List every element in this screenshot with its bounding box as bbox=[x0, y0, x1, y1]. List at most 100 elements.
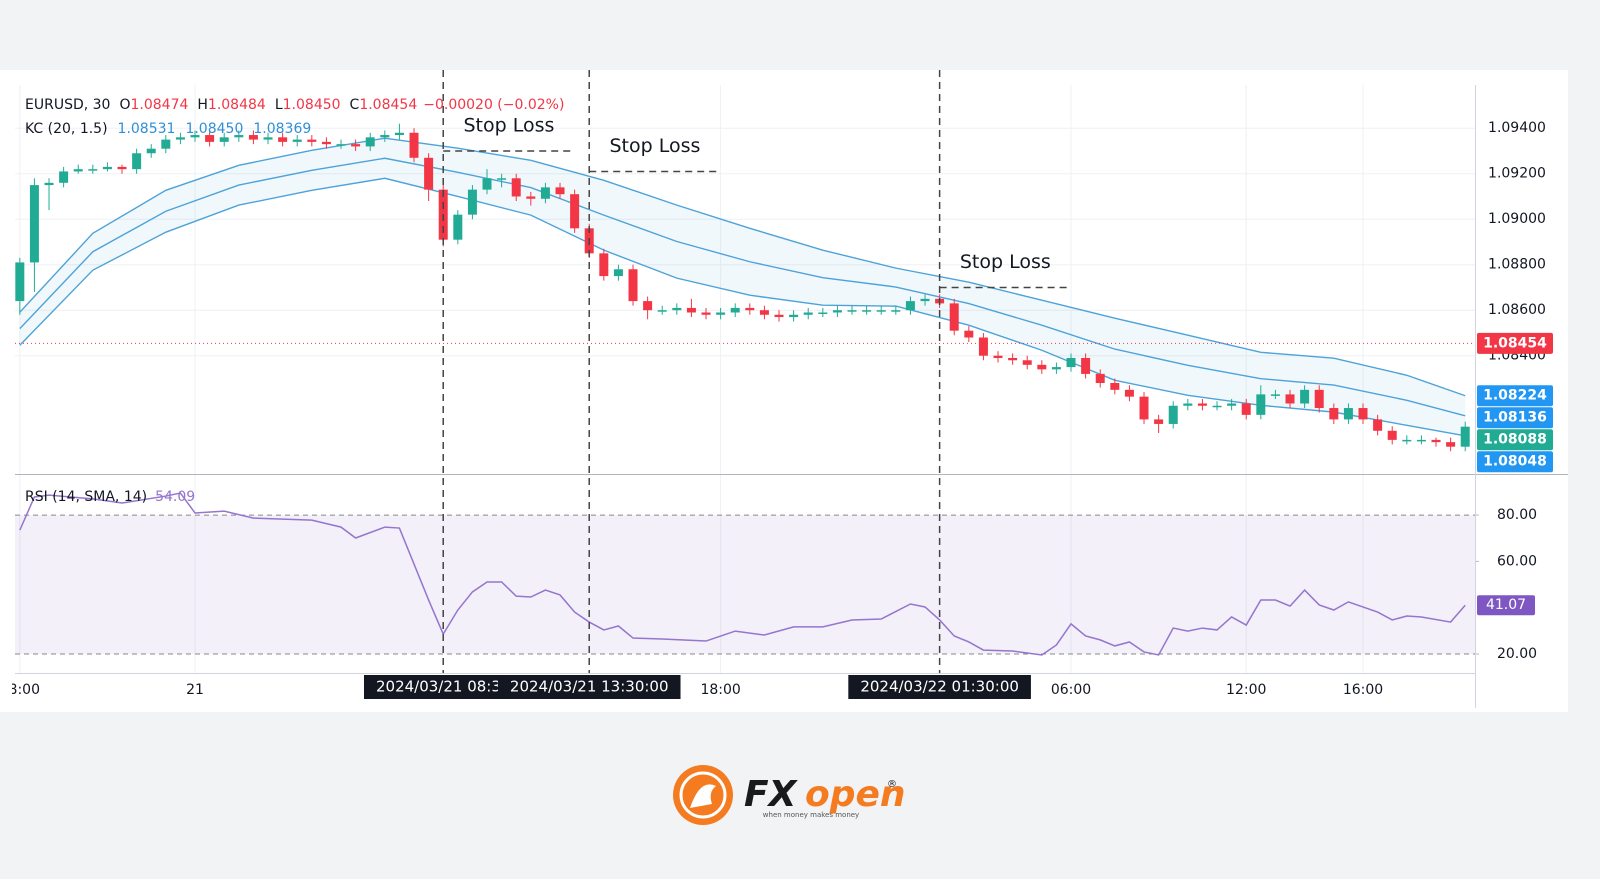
marker-label: 2024/03/21 08:30 bbox=[376, 678, 510, 696]
price-tag bbox=[1477, 407, 1553, 429]
candle-body bbox=[745, 307, 755, 311]
price-tag-label: 1.08136 bbox=[1483, 410, 1547, 426]
candle-body bbox=[1081, 357, 1091, 374]
stop-loss-label: Stop Loss bbox=[960, 251, 1051, 273]
indicator-name: KC (20, 1.5) bbox=[25, 121, 108, 137]
candle-body bbox=[263, 137, 273, 140]
candle-body bbox=[1402, 439, 1412, 442]
candle-body bbox=[175, 137, 185, 140]
candle-body bbox=[394, 132, 404, 136]
candle-body bbox=[248, 135, 258, 140]
indicator-value: 1.08531 bbox=[118, 121, 176, 137]
candle-body bbox=[73, 169, 83, 172]
channel-lower bbox=[19, 177, 1466, 437]
candle-body bbox=[774, 314, 784, 318]
candle-body bbox=[88, 169, 98, 171]
candle-body bbox=[1431, 439, 1441, 443]
candle-body bbox=[1212, 405, 1222, 408]
candle-body bbox=[1314, 389, 1324, 409]
candle-body bbox=[44, 182, 54, 186]
ohlc-key: L bbox=[275, 97, 283, 113]
candle-body bbox=[161, 139, 171, 149]
y-tick-label: 20.00 bbox=[1497, 646, 1537, 662]
candle-body bbox=[117, 166, 127, 170]
candle-body bbox=[701, 312, 711, 315]
rsi-legend: RSI (14, SMA, 14) 54.09 bbox=[25, 489, 195, 505]
candle-body bbox=[847, 310, 857, 312]
logo-emblem-mark bbox=[690, 784, 716, 808]
marker-label: 2024/03/22 01:30:00 bbox=[860, 678, 1019, 696]
logo: FX open ® when money makes money bbox=[673, 765, 906, 825]
candle-body bbox=[599, 253, 609, 277]
x-tick-label: 18:00 bbox=[700, 682, 740, 698]
y-tick-label: 1.08600 bbox=[1488, 302, 1546, 318]
time-axis: 18:00 21 18:00 06:00 12:00 16:00 bbox=[0, 682, 1383, 698]
candle-body bbox=[1022, 360, 1032, 365]
candle-body bbox=[467, 189, 477, 215]
candle-body bbox=[1270, 394, 1280, 396]
candle-body bbox=[409, 132, 419, 158]
x-tick-label: 12:00 bbox=[1226, 682, 1266, 698]
candle-body bbox=[102, 166, 112, 170]
candle-body bbox=[1168, 405, 1178, 424]
price-tag bbox=[1477, 332, 1553, 354]
price-tag-label: 1.08224 bbox=[1483, 388, 1547, 404]
candle-body bbox=[803, 312, 813, 315]
candle-body bbox=[789, 314, 799, 318]
candle-body bbox=[1227, 403, 1237, 406]
price-tag bbox=[1477, 451, 1553, 473]
ohlc-key: H bbox=[197, 97, 208, 113]
candle-body bbox=[1066, 357, 1076, 368]
candle-body bbox=[365, 137, 375, 147]
y-tick-label: 1.08800 bbox=[1488, 257, 1546, 273]
marker-label-bg bbox=[848, 675, 1031, 699]
candle-body bbox=[716, 312, 726, 315]
y-tick-label: 1.09200 bbox=[1488, 166, 1546, 182]
marker-label-bg bbox=[363, 675, 523, 699]
candle-body bbox=[292, 139, 302, 142]
candle-body bbox=[613, 269, 623, 277]
channel-upper bbox=[19, 137, 1466, 397]
logo-fx: FX bbox=[744, 774, 799, 815]
candle-body bbox=[832, 310, 842, 313]
candle-body bbox=[1241, 403, 1251, 415]
candle-body bbox=[1285, 394, 1295, 404]
overlays: 41.07 RSI (14, SMA, 14) 54.09 2024/03/21 08… bbox=[25, 70, 1553, 699]
candle-body bbox=[891, 310, 901, 312]
candle-body bbox=[1051, 367, 1061, 370]
candle-body bbox=[219, 137, 229, 142]
candle-body bbox=[1154, 419, 1164, 424]
candle-body bbox=[1373, 419, 1383, 431]
logo-open: open bbox=[805, 774, 906, 815]
candle-body bbox=[205, 135, 215, 142]
ohlc-value: 1.08454 bbox=[359, 97, 417, 113]
grid bbox=[15, 85, 1475, 673]
candle-body bbox=[1387, 430, 1397, 440]
marker-label-bg bbox=[497, 675, 681, 699]
candle-body bbox=[730, 307, 740, 313]
price-tag bbox=[1477, 429, 1553, 451]
candle-body bbox=[351, 144, 361, 147]
price-tag-label: 1.08088 bbox=[1483, 432, 1547, 448]
y-tick-label: 1.09000 bbox=[1488, 211, 1546, 227]
rsi-value: 54.09 bbox=[155, 489, 195, 505]
rsi-tag bbox=[1477, 595, 1535, 616]
candle-body bbox=[759, 310, 769, 315]
candle-body bbox=[1183, 403, 1193, 406]
x-tick-label: 21 bbox=[186, 682, 204, 698]
change: −0.00020 (−0.02%) bbox=[423, 97, 564, 113]
candle-body bbox=[1460, 426, 1470, 447]
stop-loss-label: Stop Loss bbox=[463, 114, 554, 136]
candle-body bbox=[424, 157, 434, 190]
candle-body bbox=[1197, 403, 1207, 406]
y-tick-label: 60.00 bbox=[1497, 553, 1537, 569]
candle-body bbox=[1446, 442, 1456, 447]
candle-body bbox=[686, 307, 696, 313]
candle-body bbox=[643, 301, 653, 311]
candle-body bbox=[482, 178, 492, 190]
candle-body bbox=[336, 144, 346, 146]
candle-body bbox=[511, 178, 521, 197]
candle-body bbox=[1110, 383, 1120, 390]
x-tick-label: 18:00 bbox=[0, 682, 40, 698]
candle-body bbox=[876, 310, 886, 312]
